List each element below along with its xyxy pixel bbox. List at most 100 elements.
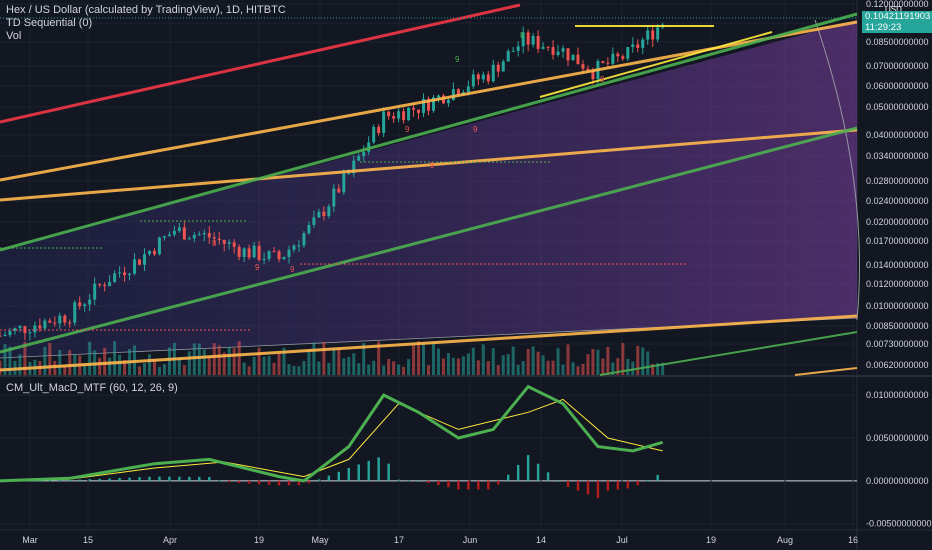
macd-histogram-bar (536, 463, 540, 481)
candle-body (282, 256, 286, 260)
macd-histogram-bar (407, 480, 410, 482)
candle-body (247, 248, 251, 258)
candle-body (576, 54, 580, 65)
price-axis-label: 0.01700000000 (866, 236, 929, 246)
macd-histogram-bar (546, 472, 550, 481)
macd-histogram-bar (78, 479, 81, 481)
macd-histogram-bar (626, 480, 630, 489)
macd-histogram-bar (307, 480, 311, 484)
candle-body (511, 50, 515, 52)
volume-bar (162, 364, 166, 375)
candle-body (262, 258, 266, 260)
volume-bar (402, 366, 406, 375)
price-axis-label: 0.02400000000 (866, 196, 929, 206)
candle-body (471, 74, 475, 87)
candle-body (501, 61, 505, 72)
candle-body (606, 62, 610, 64)
volume-bar (541, 355, 545, 375)
volume-bar (427, 365, 430, 375)
trendlines (0, 3, 858, 376)
candle-body (257, 245, 261, 260)
volume-bar (123, 360, 127, 375)
volume-bar (63, 364, 67, 375)
volume-legend[interactable]: Vol (6, 30, 22, 42)
price-axis-label: 0.01000000000 (866, 301, 929, 311)
volume-bar (387, 358, 391, 375)
red-trendline (0, 3, 521, 124)
candle-body (377, 126, 381, 134)
candle-body (362, 151, 366, 157)
time-axis-label: 15 (83, 535, 93, 545)
candle-body (302, 233, 306, 246)
volume-bar (446, 353, 450, 375)
volume-bar (407, 359, 411, 375)
candle-body (138, 259, 142, 265)
macd-histogram-bar (576, 480, 580, 491)
price-axis-label: 0.00620000000 (866, 360, 929, 370)
volume-bar (327, 362, 331, 375)
volume-bar (43, 346, 47, 375)
candle-body (417, 109, 421, 113)
volume-bar (157, 366, 161, 375)
price-axis-label: 0.08500000000 (866, 37, 929, 47)
volume-bar (551, 360, 555, 375)
macd-histogram-bar (58, 480, 61, 482)
candle-body (227, 242, 231, 244)
candle-body (123, 272, 127, 276)
price-axis-label: 0.01200000000 (866, 279, 929, 289)
macd-histogram-bar (457, 480, 460, 490)
macd-histogram-bar (237, 480, 241, 483)
candle-body (197, 234, 201, 236)
candle-body (422, 98, 426, 113)
candle-body (222, 240, 226, 244)
candle-body (108, 282, 112, 287)
candle-body (98, 283, 102, 286)
candle-body (541, 46, 545, 49)
candle-body (287, 249, 291, 257)
candle-body (357, 156, 361, 161)
price-axis-label: 0.04000000000 (866, 130, 929, 140)
candle-body (157, 237, 161, 255)
macd-histogram-bar (327, 475, 331, 481)
candle-body (551, 47, 555, 55)
macd-histogram-bar (178, 476, 181, 481)
candle-body (412, 107, 416, 110)
volume-bar (257, 347, 261, 375)
td-sequential-legend[interactable]: TD Sequential (0) (6, 17, 93, 29)
volume-bar (118, 354, 122, 375)
volume-bar (108, 357, 112, 375)
candle-body (456, 89, 460, 95)
macd-histogram-bar (98, 478, 101, 481)
candle-body (611, 53, 615, 64)
volume-bar (357, 363, 361, 375)
candle-body (272, 251, 276, 253)
candle-body (202, 233, 206, 235)
price-axis-label: 0.00850000000 (866, 321, 929, 331)
candle-body (267, 251, 271, 259)
candle-body (38, 325, 42, 329)
macd-histogram-bar (108, 478, 111, 481)
candle-body (162, 236, 166, 238)
macd-legend[interactable]: CM_Ult_MacD_MTF (60, 12, 26, 9) (6, 382, 178, 394)
macd-histogram-bar (357, 464, 360, 481)
macd-histogram-bar (118, 477, 121, 481)
time-axis-label: 16 (848, 535, 858, 545)
macd-histogram-bar (556, 480, 560, 482)
volume-bar (586, 354, 590, 375)
volume-bar (232, 348, 236, 375)
price-axis-label: 0.00730000000 (866, 339, 929, 349)
candle-body (491, 64, 495, 82)
candle-body (646, 30, 650, 40)
price-axis-label: 0.02800000000 (866, 176, 929, 186)
volume-bar (591, 348, 595, 375)
volume-bar (48, 342, 52, 375)
volume-bar (113, 341, 117, 375)
volume-bar (98, 357, 102, 375)
volume-bar (631, 361, 635, 375)
volume-bar (516, 364, 520, 375)
candle-body (431, 97, 435, 111)
candle-body (252, 245, 256, 258)
price-axis-label: 0.01400000000 (866, 260, 929, 270)
candle-body (436, 95, 440, 98)
